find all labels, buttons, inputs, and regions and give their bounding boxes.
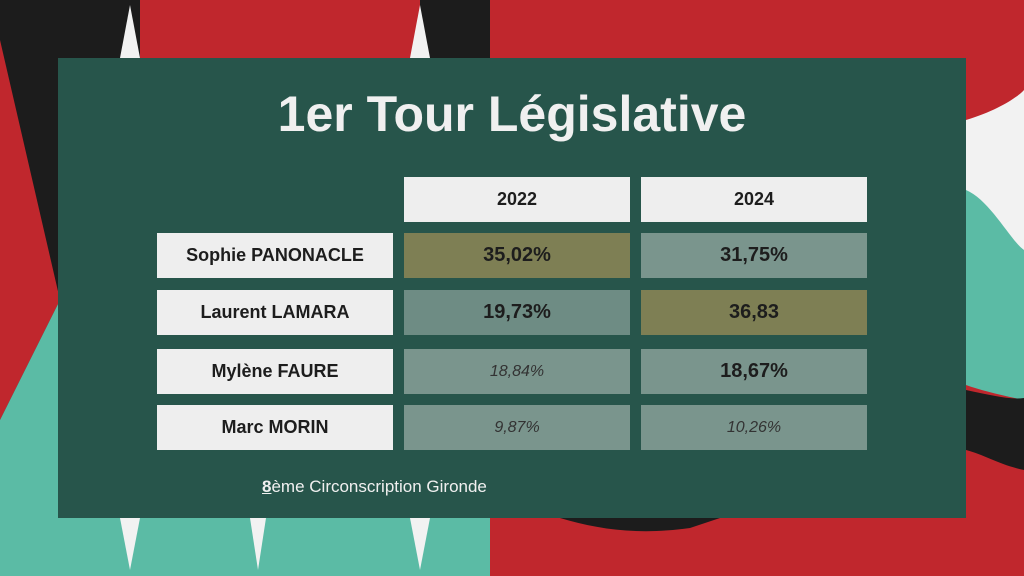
candidate-name: Sophie PANONACLE <box>157 233 393 278</box>
result-2024: 31,75% <box>641 233 867 278</box>
result-2024: 10,26% <box>641 405 867 450</box>
result-2022: 9,87% <box>404 405 630 450</box>
constituency-number: 8 <box>262 477 272 496</box>
result-2024: 36,83 <box>641 290 867 335</box>
result-2024: 18,67% <box>641 349 867 394</box>
result-2022: 35,02% <box>404 233 630 278</box>
constituency-label: 8ème Circonscription Gironde <box>262 477 487 497</box>
result-2022: 18,84% <box>404 349 630 394</box>
candidate-name: Laurent LAMARA <box>157 290 393 335</box>
candidate-name: Mylène FAURE <box>157 349 393 394</box>
result-2022: 19,73% <box>404 290 630 335</box>
constituency-text: ème Circonscription Gironde <box>271 477 487 496</box>
page-title: 1er Tour Législative <box>277 86 747 142</box>
column-header-2022: 2022 <box>404 177 630 222</box>
candidate-name: Marc MORIN <box>157 405 393 450</box>
column-header-2024: 2024 <box>641 177 867 222</box>
